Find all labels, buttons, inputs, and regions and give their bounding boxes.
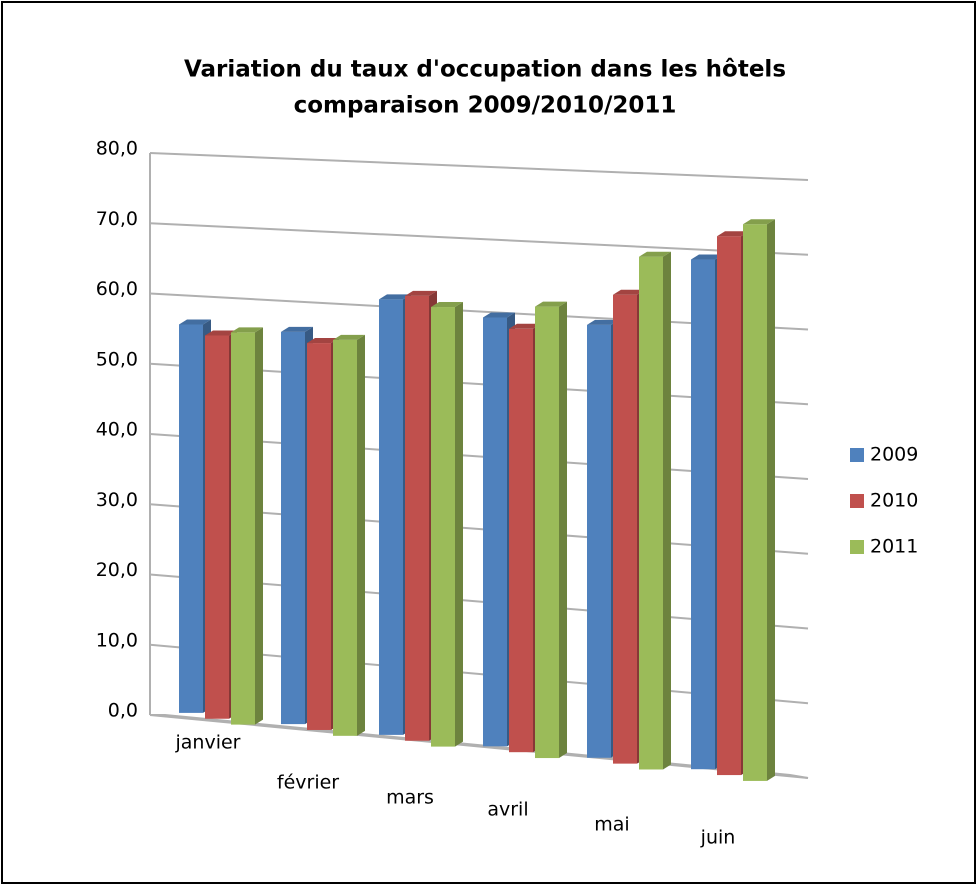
chart-title: Variation du taux d'occupation dans les … (184, 57, 786, 83)
bar (333, 334, 365, 736)
bar-top (639, 251, 671, 257)
bar-top (691, 254, 723, 260)
bar-front (509, 328, 533, 753)
bar (743, 219, 775, 781)
bar-top (509, 323, 541, 329)
y-tick-label: 0,0 (108, 700, 138, 722)
bar-top (205, 330, 237, 336)
bar-front (587, 324, 611, 758)
bar-top (179, 319, 211, 325)
bar-top (535, 301, 567, 307)
bar-front (691, 259, 715, 770)
x-tick-label: février (277, 772, 339, 794)
bar-front (639, 256, 663, 770)
y-tick-label: 70,0 (96, 208, 138, 230)
bar-front (483, 317, 507, 747)
chart-subtitle: comparaison 2009/2010/2011 (294, 93, 677, 119)
bar-front (613, 294, 637, 764)
bar (639, 251, 671, 770)
legend-label: 2011 (870, 536, 918, 558)
bar (231, 327, 263, 725)
y-tick-label: 40,0 (96, 419, 138, 441)
bar-front (281, 331, 305, 725)
bar-side (357, 334, 365, 736)
bar-front (333, 339, 357, 736)
bar-top (307, 338, 339, 344)
y-tick-label: 60,0 (96, 278, 138, 300)
y-tick-label: 20,0 (96, 559, 138, 581)
y-tick-label: 50,0 (96, 348, 138, 370)
bar-front (179, 324, 203, 713)
bar-front (205, 335, 229, 719)
bar-side (663, 251, 671, 770)
bar-front (405, 295, 429, 741)
bar-top (483, 312, 515, 318)
y-tick-label: 30,0 (96, 489, 138, 511)
bar-top (405, 290, 437, 296)
grid-line (149, 222, 809, 256)
bar (431, 302, 463, 747)
bar-side (455, 302, 463, 747)
y-tick-label: 80,0 (96, 138, 138, 160)
bar-side (559, 301, 567, 759)
bar-side (767, 219, 775, 781)
bar-front (431, 307, 455, 747)
bar (535, 301, 567, 759)
bar-front (231, 332, 255, 725)
y-tick-label: 10,0 (96, 629, 138, 651)
x-tick-label: mars (386, 787, 434, 809)
bar-side (255, 327, 263, 725)
legend-swatch (850, 540, 864, 554)
x-tick-label: mai (594, 814, 629, 836)
legend-swatch (850, 448, 864, 462)
bar-front (379, 299, 403, 735)
legend-label: 2009 (870, 444, 918, 466)
bar-top (717, 231, 749, 237)
bar-top (231, 327, 263, 333)
bar-top (379, 294, 411, 300)
grid-line (149, 152, 809, 181)
bar-top (743, 219, 775, 225)
bar-top (281, 326, 313, 332)
bar-top (431, 302, 463, 308)
bar-front (535, 306, 559, 759)
x-tick-label: janvier (175, 732, 241, 754)
bar-front (307, 343, 331, 730)
bar-top (587, 319, 619, 325)
x-tick-label: juin (700, 827, 736, 849)
bar-top (333, 334, 365, 340)
legend-swatch (850, 494, 864, 508)
x-tick-label: avril (487, 799, 528, 821)
bar-front (717, 236, 741, 776)
legend-label: 2010 (870, 490, 918, 512)
bar-front (743, 224, 767, 781)
bar-top (613, 289, 645, 295)
